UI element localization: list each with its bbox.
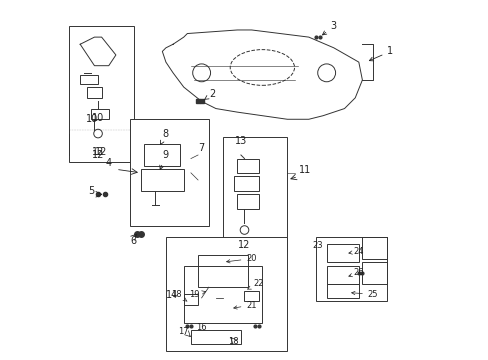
Text: 6: 6 [130,236,137,246]
Text: 3: 3 [322,21,336,35]
Text: 4: 4 [105,158,112,168]
Text: 10: 10 [92,113,104,123]
Text: 14: 14 [165,290,178,300]
Bar [183,266,262,323]
Bar [198,255,247,287]
Text: 21: 21 [233,301,256,310]
Bar [326,284,358,298]
Text: 5: 5 [87,186,94,196]
Text: 22: 22 [247,279,264,289]
Text: 16: 16 [196,323,206,332]
Text: 18: 18 [228,337,239,346]
Text: 12: 12 [92,150,104,160]
Bar [244,291,258,301]
Bar [141,169,183,191]
Text: 12: 12 [92,147,104,157]
Bar [237,158,258,173]
Text: 11: 11 [299,165,311,175]
Bar [190,330,241,344]
Bar [362,262,386,284]
Bar [183,294,198,305]
Text: 12: 12 [238,240,250,250]
Text: 9: 9 [160,150,169,170]
Text: 13: 13 [234,136,246,146]
Text: 23: 23 [312,241,323,250]
Bar [326,266,358,284]
Text: 8: 8 [160,129,169,144]
FancyBboxPatch shape [165,237,287,351]
Text: 19: 19 [189,290,205,299]
Bar [237,194,258,208]
Text: 2: 2 [203,89,215,100]
Bar [87,87,102,98]
FancyBboxPatch shape [69,26,134,162]
Text: 24: 24 [348,247,364,256]
Text: 26: 26 [348,268,364,277]
Text: 25: 25 [351,290,378,299]
Bar [233,176,258,191]
Bar [362,237,386,258]
Bar [144,144,180,166]
Text: 17: 17 [178,327,189,336]
Text: 10: 10 [85,114,98,124]
Text: 7: 7 [198,143,204,153]
Bar [91,109,108,119]
FancyBboxPatch shape [315,237,386,301]
Text: 18: 18 [171,290,187,301]
Bar [80,75,98,84]
FancyBboxPatch shape [223,137,287,251]
Bar [326,244,358,262]
Text: 1: 1 [368,46,393,61]
FancyBboxPatch shape [130,119,208,226]
Text: 12: 12 [95,147,107,157]
Text: 20: 20 [226,254,256,263]
